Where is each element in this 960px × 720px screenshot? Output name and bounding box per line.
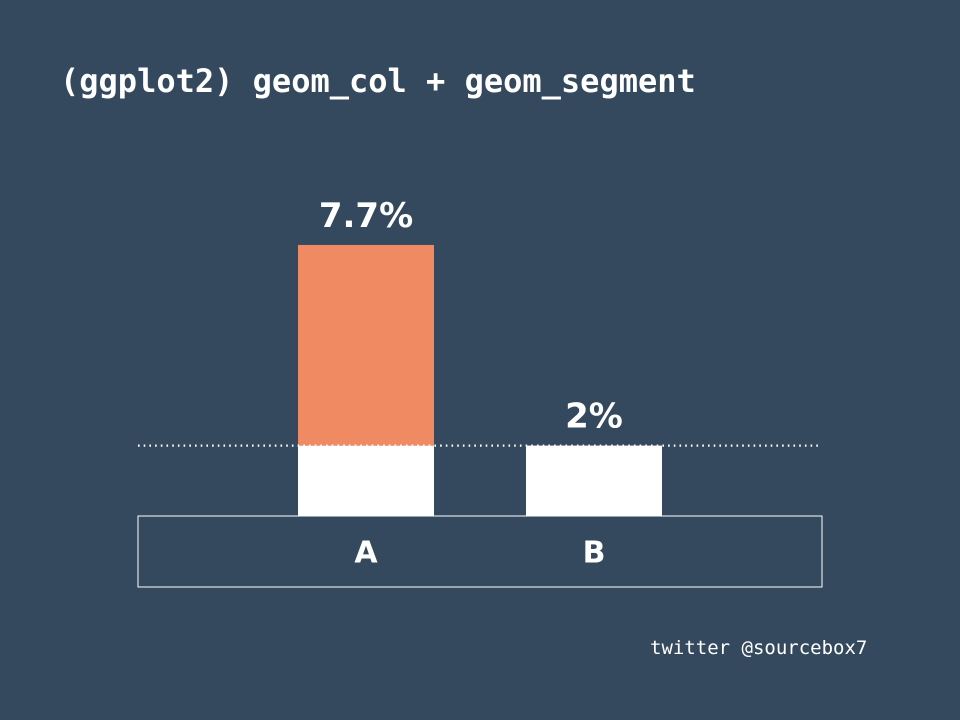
x-tick-label-A: A: [354, 536, 378, 571]
bar-A-base: [298, 445, 434, 516]
x-tick-label-B: B: [583, 536, 606, 571]
bars-layer: [298, 244, 662, 516]
bar-B-base: [526, 445, 662, 516]
chart-title: (ggplot2) geom_col + geom_segment: [60, 62, 696, 100]
data-label-A: 7.7%: [319, 196, 413, 236]
footer-credit: twitter @sourcebox7: [650, 637, 868, 659]
data-label-B: 2%: [565, 397, 623, 437]
labels-layer: 7.7% 2%: [319, 196, 623, 437]
x-axis-box: [137, 515, 823, 588]
bar-A-excess: [298, 244, 434, 446]
